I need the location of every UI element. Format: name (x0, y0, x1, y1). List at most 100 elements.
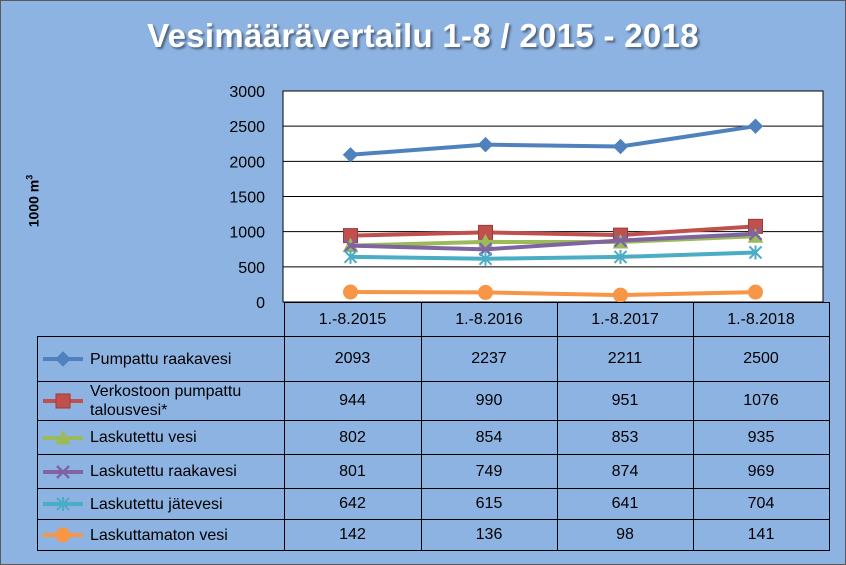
data-point (612, 138, 629, 155)
data-label: 136 (420, 519, 558, 551)
data-label: 801 (283, 454, 422, 489)
x-tick-label: 1.-8.2015 (283, 302, 422, 337)
data-label: 951 (556, 381, 694, 421)
x-tick-label: 1.-8.2018 (692, 302, 830, 337)
data-point (748, 284, 763, 300)
y-tick-label: 2000 (229, 154, 265, 171)
series-6 (343, 284, 763, 303)
data-label: 641 (556, 488, 694, 520)
table-header-row: 1.-8.2015 1.-8.2016 1.-8.2017 1.-8.2018 (37, 302, 830, 337)
series-label: Laskuttamaton vesi (90, 526, 228, 544)
legend-marker (55, 393, 71, 409)
series-label: Pumpattu raakavesi (90, 350, 232, 368)
series-line (350, 124, 756, 157)
data-point (748, 245, 763, 260)
table-row: Laskuttamaton vesi 142 136 98 141 (37, 519, 830, 551)
legend-key (43, 527, 83, 543)
legend-key (43, 393, 83, 409)
legend-entry: Laskuttamaton vesi (38, 526, 284, 545)
data-label: 2500 (692, 336, 830, 382)
legend-marker (55, 429, 71, 444)
data-label: 854 (420, 420, 558, 455)
legend-marker-stroke-b (56, 464, 70, 479)
series-line (350, 231, 756, 252)
legend-key (43, 429, 83, 444)
legend-entry: Laskutettu vesi (38, 428, 284, 447)
data-point (478, 251, 493, 266)
data-point-stroke-b (343, 238, 358, 253)
data-label: 2211 (556, 336, 694, 382)
data-label: 2093 (283, 336, 422, 382)
table-row: Verkostoon pumpattu talousvesi* 944 990 951… (37, 381, 830, 421)
legend-key (43, 497, 83, 511)
y-tick-label: 1000 (229, 225, 265, 242)
data-label: 990 (420, 381, 558, 421)
data-point (478, 242, 493, 257)
data-point-stroke-b (748, 226, 763, 241)
series-label: Laskutettu jätevesi (90, 495, 223, 513)
data-point (747, 118, 764, 134)
legend-key (43, 351, 83, 367)
data-point-stroke-b (478, 242, 493, 257)
chart-title: Vesimäärävertailu 1-8 / 2015 - 2018 (147, 17, 699, 54)
data-point (613, 233, 628, 248)
legend-marker (55, 527, 71, 543)
data-point (613, 287, 628, 303)
legend-entry: Laskutettu jätevesi (38, 495, 284, 514)
y-tick-label: 3000 (229, 84, 265, 101)
legend-entry: Pumpattu raakavesi (38, 350, 284, 369)
data-label: 853 (556, 420, 694, 455)
data-label: 642 (283, 488, 422, 520)
data-label: 874 (556, 454, 694, 489)
series-line (350, 250, 756, 261)
legend-entry: Laskutettu raakavesi (38, 462, 284, 481)
series-name-cell: Laskuttamaton vesi (37, 519, 285, 551)
series-name-cell: Laskutettu jätevesi (37, 488, 285, 520)
series-name-cell: Laskutettu raakavesi (37, 454, 285, 489)
legend-marker (56, 497, 70, 511)
data-label: 935 (692, 420, 830, 455)
data-label: 944 (283, 381, 422, 421)
table-row: Laskutettu jätevesi 642 615 641 704 (37, 488, 830, 520)
data-point (343, 284, 358, 300)
data-label: 98 (556, 519, 694, 551)
data-point (342, 147, 359, 163)
series-line (350, 290, 756, 298)
data-point (343, 249, 358, 264)
data-label: 1076 (692, 381, 830, 421)
data-label: 2237 (420, 336, 558, 382)
legend-key (43, 464, 83, 479)
series-name-cell: Verkostoon pumpattu talousvesi* (37, 381, 285, 421)
legend-marker (56, 464, 70, 479)
data-point (478, 284, 493, 300)
data-label: 704 (692, 488, 830, 520)
data-point (343, 238, 358, 253)
table-row: Laskutettu vesi 802 854 853 935 (37, 420, 830, 455)
series-5 (343, 245, 763, 266)
data-label: 802 (283, 420, 422, 455)
data-label: 615 (420, 488, 558, 520)
series-name-cell: Pumpattu raakavesi (37, 336, 285, 382)
series-name-cell: Laskutettu vesi (37, 420, 285, 455)
y-tick-label: 2500 (229, 119, 265, 136)
data-table-body: 1.-8.2015 1.-8.2016 1.-8.2017 1.-8.2018 Pump… (37, 302, 830, 551)
table-row: Laskutettu raakavesi 801 749 874 969 (37, 454, 830, 489)
y-tick-label: 500 (238, 260, 265, 277)
table-corner-cell (37, 302, 285, 337)
legend-entry: Verkostoon pumpattu talousvesi* (38, 382, 284, 420)
series-label: Laskutettu raakavesi (90, 463, 237, 480)
series-4 (343, 226, 763, 257)
data-point (748, 226, 763, 241)
table-row: Pumpattu raakavesi 2093 2237 2211 2500 (37, 336, 830, 382)
x-tick-label: 1.-8.2017 (556, 302, 694, 337)
data-point-stroke-b (613, 233, 628, 248)
data-point (613, 249, 628, 264)
x-tick-label: 1.-8.2016 (420, 302, 558, 337)
legend-marker (55, 351, 71, 367)
series-label: Laskutettu vesi (90, 429, 197, 446)
series-1 (342, 118, 764, 163)
data-label: 969 (692, 454, 830, 489)
